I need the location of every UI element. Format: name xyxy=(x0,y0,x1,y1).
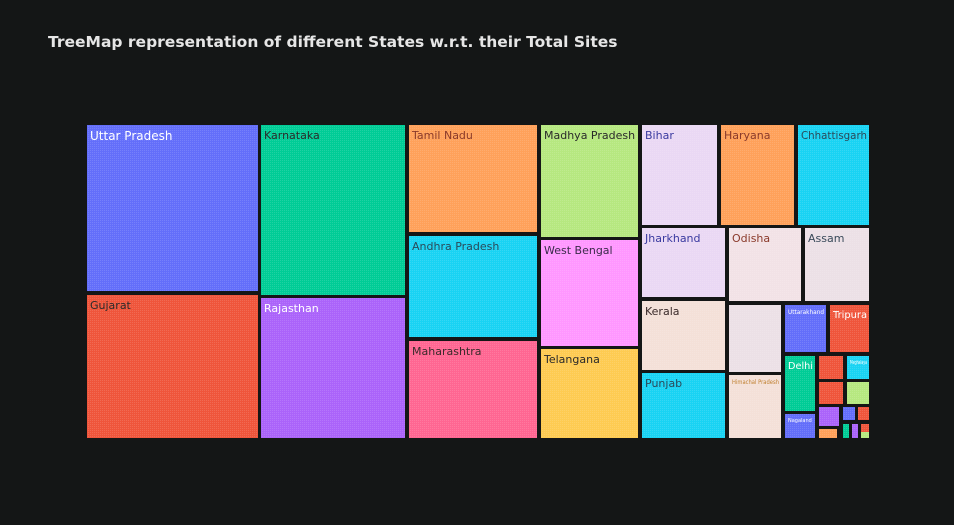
tile-unlabeled-34[interactable] xyxy=(861,424,869,432)
tile-unlabeled-33[interactable] xyxy=(852,424,858,438)
tile-label-nagaland: Nagaland xyxy=(788,418,812,424)
tile-unlabeled-32[interactable] xyxy=(843,424,849,438)
tile-gujarat[interactable] xyxy=(87,295,258,438)
tile-label-gujarat: Gujarat xyxy=(90,299,132,312)
tile-label-chhattisgarh: Chhattisgarh xyxy=(801,129,867,142)
tile-karnataka[interactable] xyxy=(261,125,405,295)
tile-label-rajasthan: Rajasthan xyxy=(264,302,319,315)
tile-unlabeled-23[interactable] xyxy=(819,356,843,379)
tile-unlabeled-26[interactable] xyxy=(847,382,869,404)
tile-label-punjab: Punjab xyxy=(645,377,682,390)
tile-label-telangana: Telangana xyxy=(543,353,600,366)
tile-label-odisha: Odisha xyxy=(732,232,770,245)
tile-label-madhya-pradesh: Madhya Pradesh xyxy=(544,129,635,142)
tile-label-west-bengal: West Bengal xyxy=(544,244,613,257)
tile-rajasthan[interactable] xyxy=(261,298,405,438)
tile-unlabeled-35[interactable] xyxy=(861,432,869,438)
tile-label-andhra-pradesh: Andhra Pradesh xyxy=(412,240,499,253)
tile-unlabeled-28[interactable] xyxy=(843,407,855,420)
tile-uttar-pradesh[interactable] xyxy=(87,125,258,291)
tile-label-jharkhand: Jharkhand xyxy=(644,232,701,245)
tile-label-assam: Assam xyxy=(808,232,844,245)
tile-label-haryana: Haryana xyxy=(724,129,771,142)
tile-label-delhi: Delhi xyxy=(788,361,813,372)
tile-label-kerala: Kerala xyxy=(645,305,680,318)
tile-label-uttarakhand: Uttarakhand xyxy=(788,309,824,316)
tile-unlabeled-25[interactable] xyxy=(819,382,843,404)
tile-unlabeled-29[interactable] xyxy=(858,407,869,420)
tile-label-himachal-pradesh: Himachal Pradesh xyxy=(732,379,779,386)
tile-label-meghalaya: Meghalaya xyxy=(850,360,867,366)
tile-label-maharashtra: Maharashtra xyxy=(412,345,482,358)
chart-title: TreeMap representation of different Stat… xyxy=(48,33,618,51)
tile-label-tamil-nadu: Tamil Nadu xyxy=(411,129,473,142)
tile-label-karnataka: Karnataka xyxy=(264,129,320,142)
tile-label-uttar-pradesh: Uttar Pradesh xyxy=(90,129,172,143)
tile-unlabeled-18[interactable] xyxy=(729,305,781,372)
tile-label-tripura: Tripura xyxy=(832,310,867,321)
tile-unlabeled-31[interactable] xyxy=(819,429,837,438)
tile-label-bihar: Bihar xyxy=(645,129,674,142)
tile-unlabeled-27[interactable] xyxy=(819,407,839,426)
